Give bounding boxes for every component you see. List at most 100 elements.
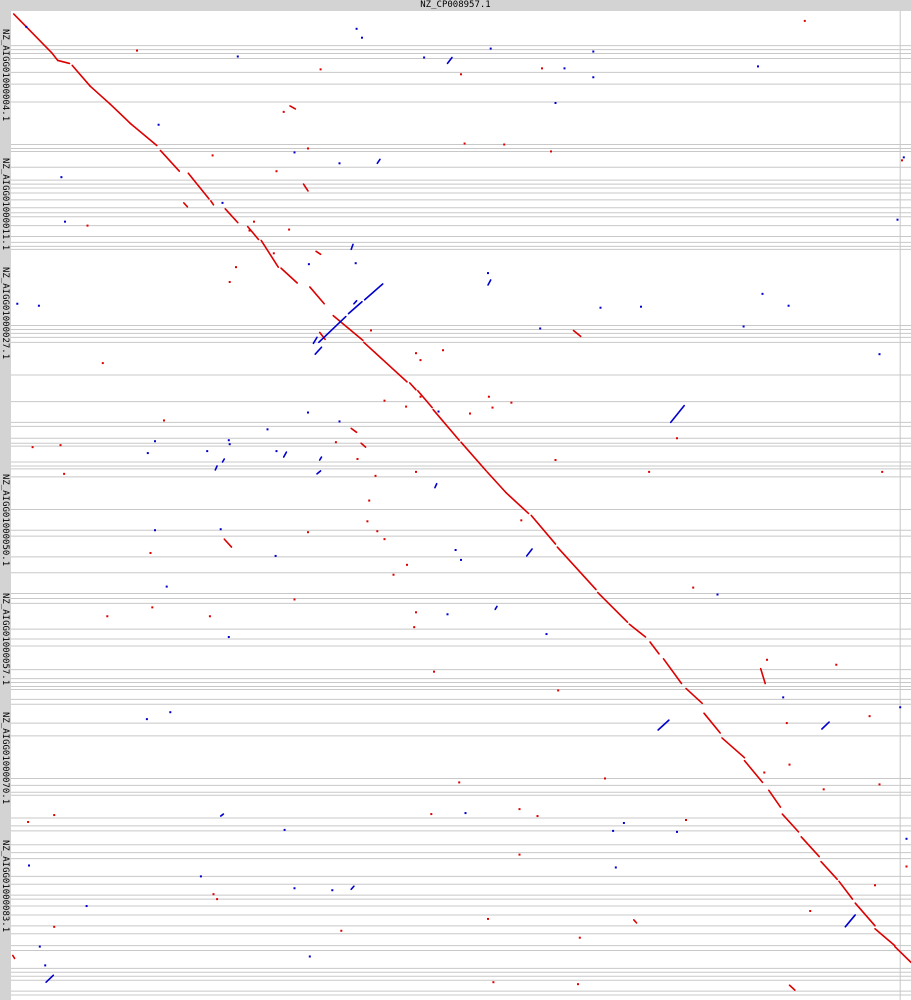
- reverse-hit-28: [460, 558, 462, 561]
- forward-hit-37: [463, 142, 466, 145]
- reverse-match-14: [314, 346, 323, 355]
- reverse-hit-4: [293, 151, 296, 154]
- forward-hit-22: [31, 446, 34, 449]
- forward-match-11: [246, 225, 260, 241]
- forward-match-17: [408, 382, 417, 391]
- forward-hit-9: [275, 170, 278, 173]
- forward-match-10: [224, 208, 239, 224]
- forward-hit-88: [212, 893, 215, 896]
- forward-hit-30: [868, 715, 871, 718]
- forward-match-12: [260, 239, 280, 268]
- reverse-match-23: [350, 885, 355, 891]
- reverse-hit-35: [331, 889, 334, 892]
- reverse-hit-16: [307, 411, 309, 414]
- reverse-hit-12: [307, 263, 310, 266]
- forward-hit-27: [430, 813, 433, 816]
- y-label-0: NZ_AIGG01000004.1: [0, 29, 10, 122]
- forward-hit-46: [370, 329, 372, 332]
- forward-match-42: [759, 667, 767, 685]
- forward-hit-10: [253, 220, 255, 223]
- reverse-hit-3: [757, 65, 759, 68]
- reverse-match-15: [353, 299, 358, 305]
- reverse-hit-2: [554, 101, 557, 104]
- forward-match-47: [11, 954, 16, 960]
- forward-hit-2: [554, 459, 557, 462]
- forward-match-27: [649, 641, 660, 655]
- reverse-match-9: [350, 243, 354, 251]
- reverse-hit-5: [157, 123, 160, 126]
- reverse-hit-60: [44, 964, 47, 967]
- reverse-hit-63: [165, 585, 168, 588]
- grid-lines: [11, 11, 911, 1000]
- forward-match-19: [432, 408, 461, 442]
- reverse-hit-55: [199, 875, 202, 878]
- forward-match-14: [308, 286, 326, 305]
- forward-match-29: [685, 687, 704, 705]
- forward-match-40: [893, 945, 911, 964]
- forward-hit-31: [874, 884, 876, 887]
- reverse-hit-9: [338, 162, 341, 165]
- forward-hit-57: [136, 49, 138, 52]
- forward-hit-71: [788, 763, 791, 766]
- forward-hit-67: [492, 981, 495, 984]
- reverse-match-6: [525, 548, 533, 557]
- reverse-match-8: [45, 974, 55, 983]
- forward-hit-52: [518, 853, 521, 856]
- reverse-hit-36: [85, 905, 88, 908]
- forward-match-38: [854, 902, 876, 927]
- forward-hit-5: [518, 808, 521, 811]
- forward-hit-89: [487, 917, 489, 920]
- forward-match-41: [572, 329, 582, 338]
- forward-match-46: [223, 538, 233, 548]
- reverse-hit-54: [227, 636, 230, 639]
- forward-hit-3: [676, 437, 678, 440]
- reverse-hit-44: [878, 353, 881, 356]
- y-label-1: NZ_AIGG01000011.1: [0, 157, 10, 250]
- forward-hit-56: [763, 771, 766, 774]
- reverse-hit-29: [446, 613, 449, 616]
- forward-hit-42: [415, 352, 417, 355]
- forward-match-31: [721, 737, 746, 759]
- reverse-hit-26: [275, 450, 278, 453]
- reverse-hit-66: [489, 47, 492, 50]
- reverse-hit-31: [464, 812, 467, 815]
- forward-hit-53: [685, 819, 687, 822]
- reverse-match-0: [363, 283, 384, 301]
- reverse-hit-6: [60, 176, 63, 179]
- forward-hit-19: [366, 520, 369, 523]
- forward-hit-11: [235, 266, 237, 269]
- forward-hit-43: [419, 395, 422, 398]
- reverse-hit-14: [437, 410, 440, 413]
- forward-match-4: [89, 85, 111, 105]
- forward-hit-34: [293, 598, 296, 601]
- reverse-match-20: [316, 470, 322, 475]
- forward-hit-78: [334, 441, 337, 444]
- reverse-hit-7: [64, 220, 66, 223]
- top-bar: [0, 0, 911, 11]
- forward-hit-86: [340, 929, 343, 932]
- reverse-match-2: [317, 315, 347, 344]
- forward-match-9: [210, 200, 215, 206]
- reverse-hit-20: [206, 450, 209, 453]
- forward-hit-8: [282, 110, 285, 113]
- forward-match-43: [360, 442, 367, 448]
- forward-hit-70: [785, 722, 788, 725]
- forward-hit-64: [648, 470, 651, 473]
- forward-match-7: [159, 149, 181, 173]
- reverse-alignments: [16, 25, 908, 983]
- reverse-hit-18: [227, 439, 230, 442]
- reverse-match-19: [214, 465, 218, 471]
- forward-hit-55: [822, 788, 825, 791]
- forward-match-32: [743, 759, 764, 784]
- forward-hit-85: [228, 280, 231, 283]
- reverse-hit-27: [454, 549, 457, 552]
- forward-match-24: [556, 546, 597, 591]
- forward-match-21: [486, 471, 507, 494]
- forward-hit-74: [809, 909, 812, 912]
- forward-hit-51: [458, 781, 461, 784]
- forward-hit-23: [149, 551, 152, 554]
- reverse-hit-48: [742, 325, 745, 328]
- forward-hit-83: [557, 689, 560, 692]
- forward-hit-24: [151, 606, 154, 609]
- forward-hit-15: [487, 395, 490, 398]
